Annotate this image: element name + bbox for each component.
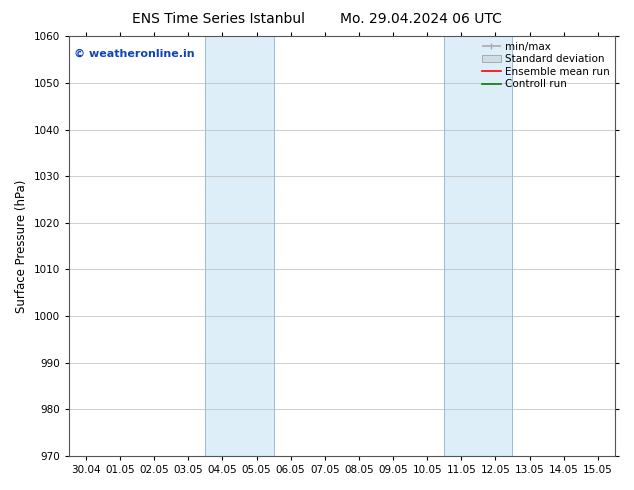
- Bar: [205, 36, 274, 456]
- Y-axis label: Surface Pressure (hPa): Surface Pressure (hPa): [15, 179, 28, 313]
- Text: © weatheronline.in: © weatheronline.in: [74, 49, 195, 59]
- Bar: [444, 36, 512, 456]
- Legend: min/max, Standard deviation, Ensemble mean run, Controll run: min/max, Standard deviation, Ensemble me…: [480, 39, 612, 92]
- Text: ENS Time Series Istanbul        Mo. 29.04.2024 06 UTC: ENS Time Series Istanbul Mo. 29.04.2024 …: [132, 12, 502, 26]
